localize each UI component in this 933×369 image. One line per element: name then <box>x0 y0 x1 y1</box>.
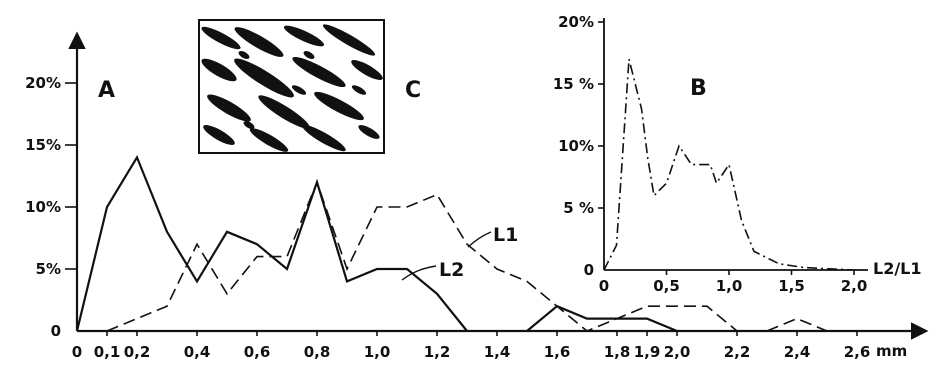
x-tick-label: 1,9 <box>634 343 661 361</box>
y-tick-label: 5% <box>36 260 61 278</box>
inset-x-label: L2/L1 <box>873 259 922 278</box>
x-tick-label: 2,4 <box>784 343 811 361</box>
series-label-l1: L1 <box>467 224 518 248</box>
x-tick-label: 1,2 <box>424 343 451 361</box>
series-line-l1 <box>106 179 738 332</box>
y-tick-label: 15 % <box>553 75 594 93</box>
x-tick-label: 1,5 <box>778 277 805 295</box>
x-tick-label: 0,6 <box>244 343 271 361</box>
y-tick-label: 10% <box>25 198 61 216</box>
x-tick-label: 0,1 <box>94 343 121 361</box>
x-tick-label: 2,0 <box>664 343 691 361</box>
y-tick-label: 5 % <box>563 199 594 217</box>
main-series-group <box>75 154 828 333</box>
series-name-l2: L2 <box>439 259 464 281</box>
x-tick-label: 1,0 <box>716 277 743 295</box>
series-line-l1-segment-b <box>766 317 828 332</box>
micrograph-inset <box>198 19 385 154</box>
inset-x-ticks: 0 0,5 1,0 1,5 2,0 <box>599 270 868 295</box>
y-tick-label: 0 <box>584 261 594 279</box>
panel-label-c: C <box>405 78 421 103</box>
x-tick-label: 1,0 <box>364 343 391 361</box>
series-line-ratio <box>603 59 855 271</box>
x-tick-label: 0,8 <box>304 343 331 361</box>
series-label-l2: L2 <box>401 259 464 281</box>
inset-series-group <box>603 59 855 271</box>
y-tick-label: 15% <box>25 136 61 154</box>
y-tick-label: 20% <box>558 13 594 31</box>
x-tick-label: 0,4 <box>184 343 211 361</box>
y-tick-label: 0 <box>51 322 61 340</box>
x-tick-label: 0 <box>599 277 609 295</box>
x-tick-label: 1,4 <box>484 343 511 361</box>
x-tick-label: 1,6 <box>544 343 571 361</box>
x-tick-label: 0,2 <box>124 343 151 361</box>
x-tick-label: 2,6 <box>844 343 871 361</box>
x-unit-label: mm <box>876 342 907 360</box>
y-tick-label: 20% <box>25 74 61 92</box>
inset-y-ticks: 0 5 % 10% 15 % 20% <box>553 13 604 279</box>
x-tick-label: 0 <box>72 343 82 361</box>
inset-chart-panel: 0 5 % 10% 15 % 20% 0 0,5 1,0 1,5 2,0 B L2/L1 <box>553 13 922 295</box>
main-chart-panel: 0 5% 10% 15% 20% 0 0,1 0,2 0,4 0,6 0,8 1,0 1,2 1,4 1,… <box>25 31 929 361</box>
x-tick-label: 2,2 <box>724 343 751 361</box>
main-y-ticks: 0 5% 10% 15% 20% <box>25 74 77 340</box>
panel-label-b: B <box>690 76 707 101</box>
series-line-l2-segment-b <box>526 304 678 333</box>
series-name-l1: L1 <box>493 224 518 246</box>
x-tick-label: 0,5 <box>653 277 680 295</box>
panel-label-a: A <box>98 78 115 103</box>
x-tick-label: 1,8 <box>604 343 631 361</box>
y-tick-label: 10% <box>558 137 594 155</box>
x-tick-label: 2,0 <box>841 277 868 295</box>
series-line-l2 <box>75 154 468 332</box>
main-x-ticks: 0 0,1 0,2 0,4 0,6 0,8 1,0 1,2 1,4 1,6 1,8 1,9 2,0 2,2… <box>72 331 871 361</box>
